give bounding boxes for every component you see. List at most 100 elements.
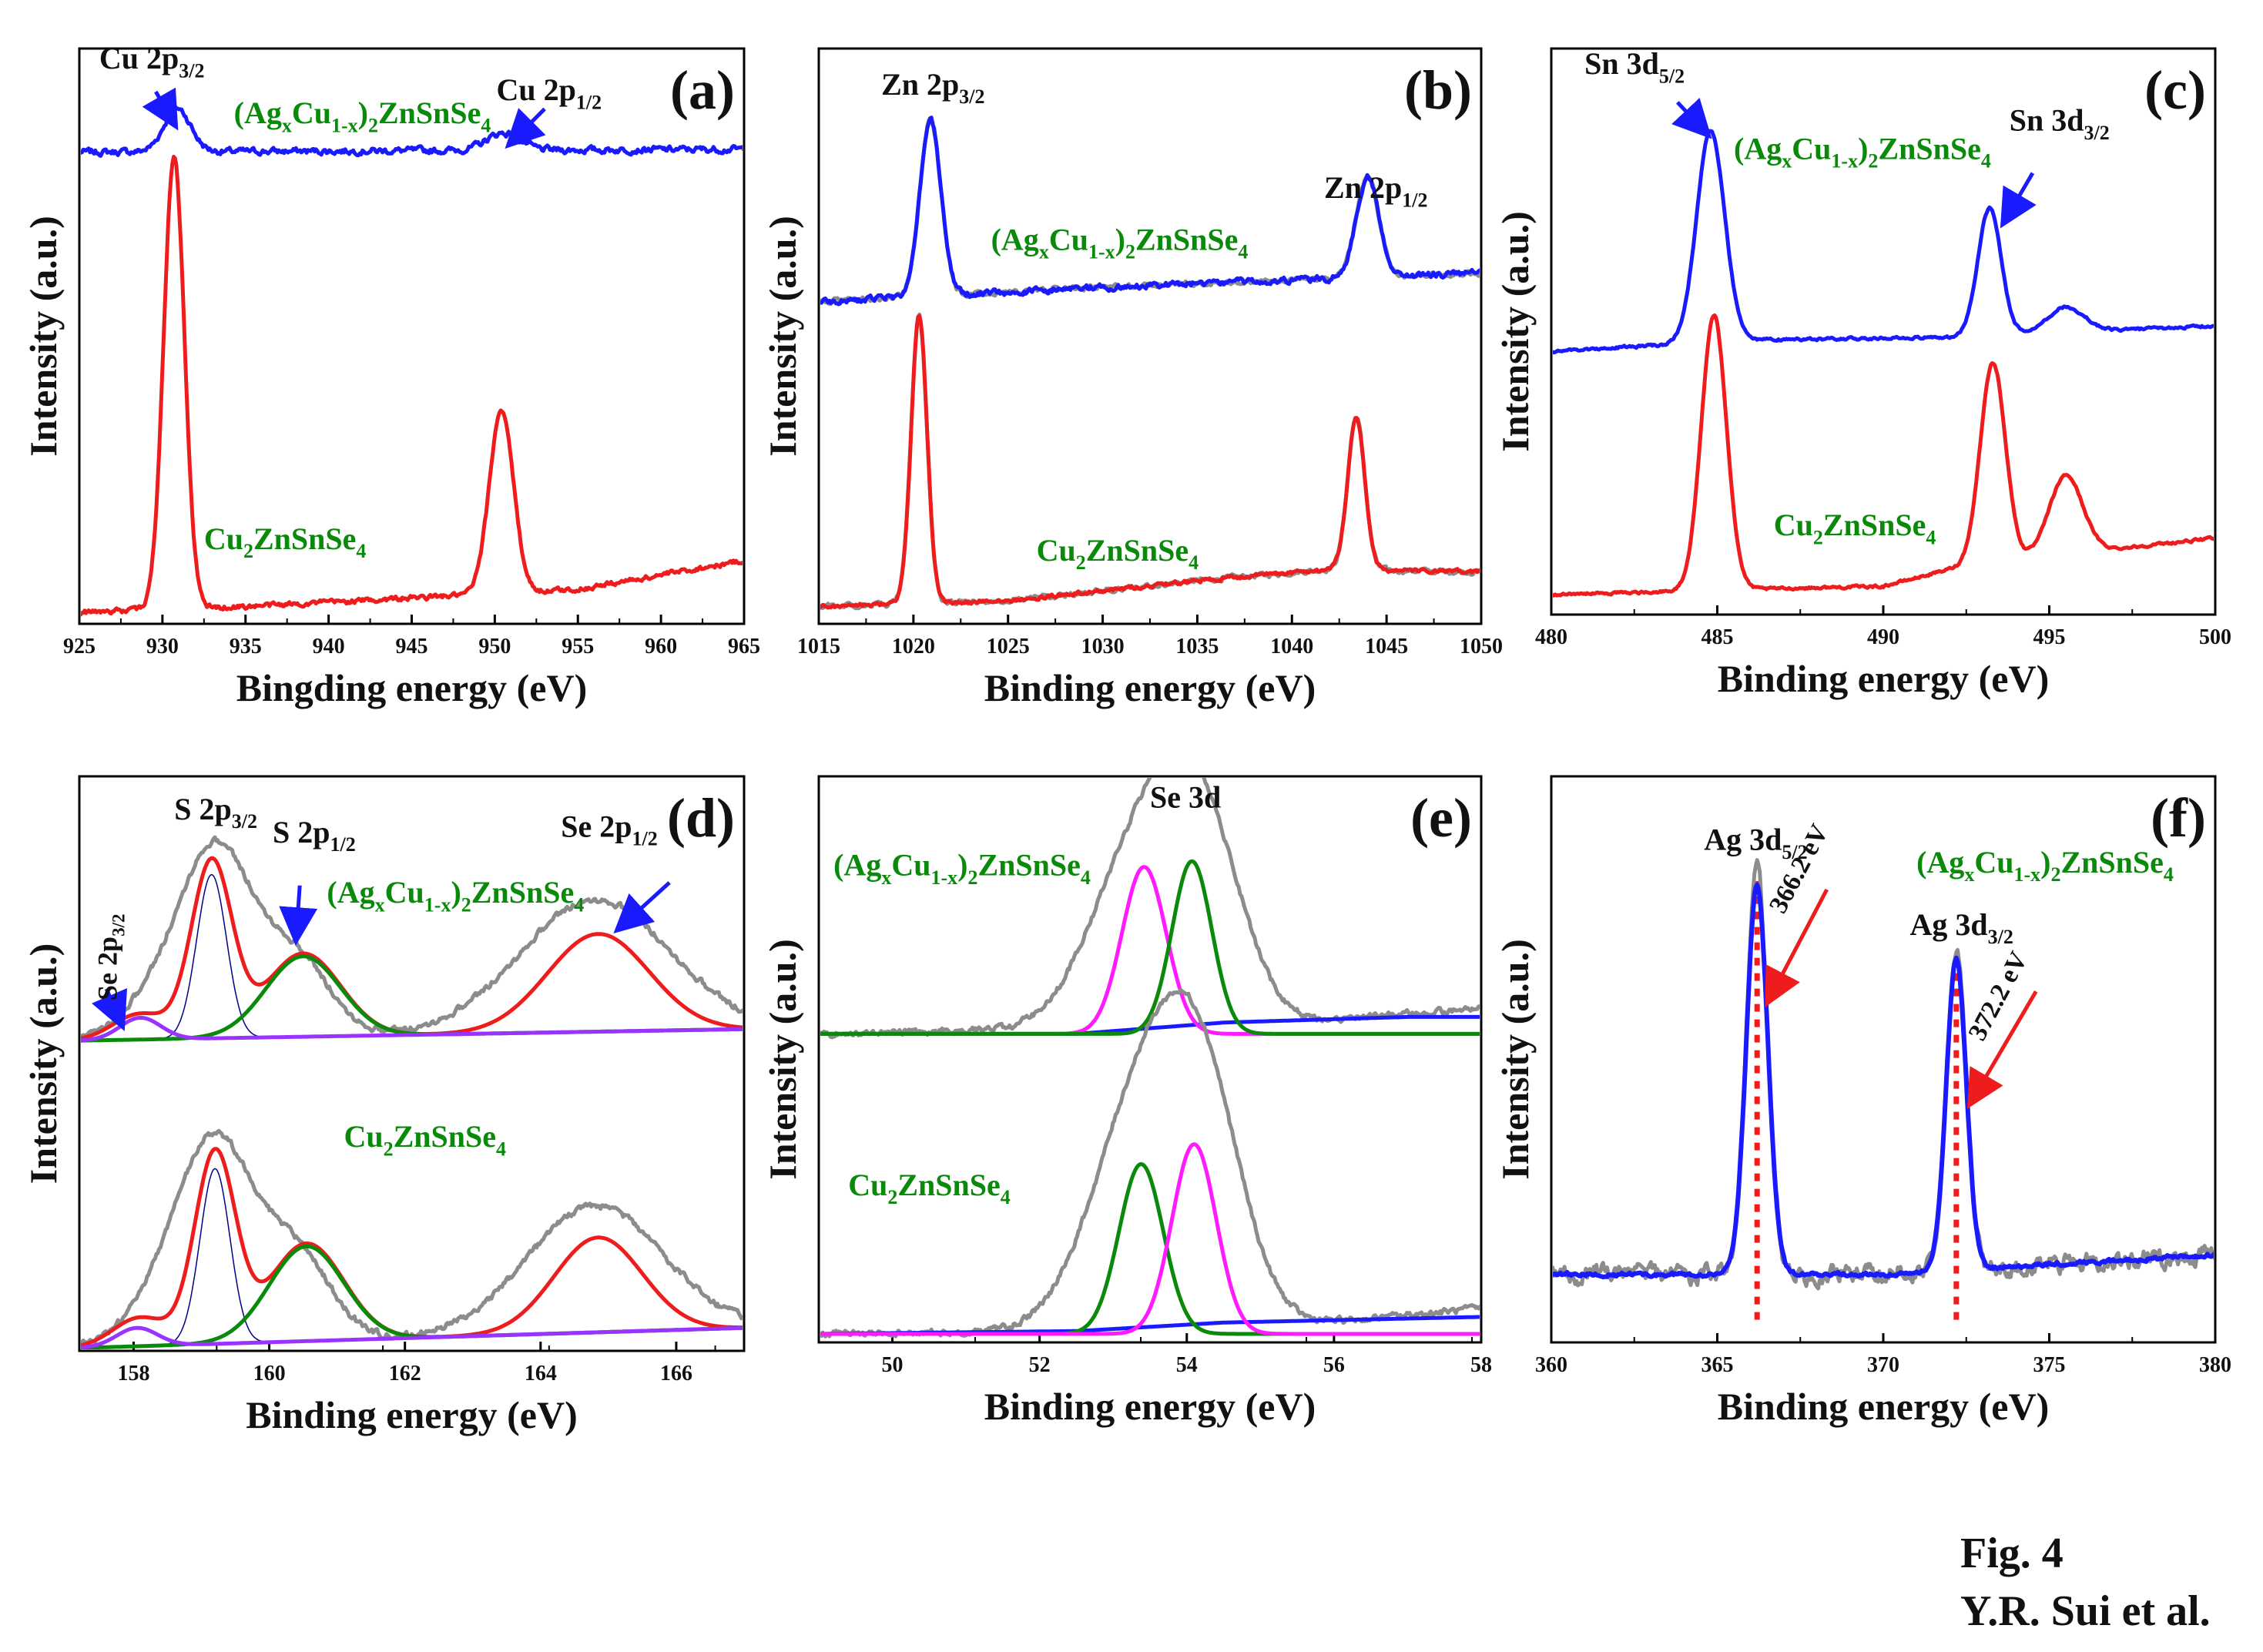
annotation-label: Zn 2p3/2 <box>881 67 984 108</box>
series-line <box>1553 882 2214 1280</box>
annotation-arrow <box>505 107 546 149</box>
series-line <box>81 1015 743 1043</box>
annotation-label: Cu 2p1/2 <box>497 72 602 113</box>
series-line <box>81 1128 743 1346</box>
annotation-label: (AgxCu1-x)2ZnSnSe4 <box>327 875 584 916</box>
series-line <box>820 116 1480 307</box>
x-tick-label: 1025 <box>987 635 1030 658</box>
x-axis-label: Binding energy (eV) <box>246 1393 578 1436</box>
x-axis-label: Binding energy (eV) <box>1718 657 2050 700</box>
figure-author: Y.R. Sui et al. <box>1960 1587 2211 1635</box>
plot-frame <box>78 47 746 625</box>
x-tick-label: 945 <box>396 635 428 658</box>
series-group <box>1553 129 2214 598</box>
series-line <box>820 313 1480 610</box>
annotation-label: S 2p1/2 <box>273 815 356 856</box>
annotation-label: Cu2ZnSnSe4 <box>848 1168 1011 1208</box>
series-line <box>820 1315 1480 1336</box>
series-line <box>820 1142 1480 1336</box>
x-axis-label: Bingding energy (eV) <box>236 666 588 709</box>
x-axis-label: Binding energy (eV) <box>1718 1385 2050 1428</box>
x-tick-label: 380 <box>2199 1353 2231 1377</box>
series-line <box>81 835 743 1040</box>
annotation-label: Se 2p1/2 <box>561 809 657 849</box>
x-tick-label: 365 <box>1701 1353 1734 1377</box>
annotation-label: S 2p3/2 <box>174 792 257 833</box>
series-line <box>820 987 1480 1339</box>
x-tick-label: 158 <box>117 1362 149 1386</box>
x-tick-label: 500 <box>2199 625 2231 649</box>
x-tick-label: 960 <box>645 635 677 658</box>
x-tick-label: 480 <box>1535 625 1567 649</box>
x-tick-label: 164 <box>525 1362 557 1386</box>
annotation-arrow <box>279 885 318 947</box>
series-group <box>820 116 1480 611</box>
x-tick-label: 1050 <box>1460 635 1503 658</box>
x-tick-label: 490 <box>1867 625 1899 649</box>
annotation-label: Cu2ZnSnSe4 <box>204 521 367 562</box>
x-tick-label: 925 <box>63 635 96 658</box>
annotation-arrow <box>1765 888 1829 1007</box>
annotation-label: (AgxCu1-x)2ZnSnSe4 <box>234 96 491 136</box>
x-tick-label: 940 <box>313 635 345 658</box>
annotation-label: (AgxCu1-x)2ZnSnSe4 <box>1916 845 2174 886</box>
y-axis-label: Intensity (a.u.) <box>1494 211 1537 452</box>
x-tick-label: 955 <box>562 635 594 658</box>
annotation-label: (AgxCu1-x)2ZnSnSe4 <box>1734 131 1991 172</box>
annotation-arrow <box>92 988 128 1031</box>
series-line <box>81 1147 743 1348</box>
annotation-label: Cu2ZnSnSe4 <box>1037 533 1199 574</box>
series-line <box>81 104 743 158</box>
x-tick-label: 1015 <box>797 635 840 658</box>
series-line <box>1553 858 2214 1291</box>
y-axis-label: Intensity (a.u.) <box>761 216 804 457</box>
annotation-label: Cu 2p3/2 <box>99 41 205 82</box>
x-tick-label: 375 <box>2033 1353 2066 1377</box>
annotation-label: (AgxCu1-x)2ZnSnSe4 <box>991 222 1249 263</box>
series-group <box>820 778 1480 1339</box>
figure-caption: Fig. 4 <box>1960 1530 2064 1577</box>
panel-label: (c) <box>2144 59 2206 121</box>
x-tick-label: 160 <box>253 1362 286 1386</box>
panel-label: (e) <box>1410 787 1472 849</box>
panel-label: (a) <box>670 59 735 121</box>
x-tick-label: 1020 <box>892 635 935 658</box>
x-tick-label: 485 <box>1701 625 1734 649</box>
series-line <box>820 859 1480 1036</box>
x-tick-label: 360 <box>1535 1353 1567 1377</box>
x-tick-label: 370 <box>1867 1353 1899 1377</box>
panel-d: 158 160 162 164 166 Binding energy (eV) Intens… <box>22 775 746 1436</box>
panel-f: 360 365 370 375 380 Binding energy (eV) Intens… <box>1494 775 2231 1428</box>
x-tick-label: 1035 <box>1175 635 1219 658</box>
panel-label: (d) <box>667 787 735 849</box>
x-tick-label: 56 <box>1323 1353 1345 1377</box>
series-line <box>820 865 1480 1036</box>
x-tick-label: 58 <box>1470 1353 1492 1377</box>
x-axis-label: Binding energy (eV) <box>984 666 1316 709</box>
annotation-label: Ag 3d3/2 <box>1909 907 2013 948</box>
panel-c: 480 485 490 495 500 Binding energy (eV) Intens… <box>1494 46 2231 700</box>
annotation-label: Ag 3d5/2 <box>1704 823 1807 863</box>
y-axis-label: Intensity (a.u.) <box>761 939 804 1180</box>
x-tick-label: 935 <box>230 635 262 658</box>
x-tick-label: 950 <box>478 635 511 658</box>
panel-label: (b) <box>1404 59 1472 121</box>
annotation-arrow <box>1671 97 1712 139</box>
series-line <box>81 1325 743 1349</box>
x-tick-label: 166 <box>660 1362 692 1386</box>
annotation-arrow <box>142 87 179 131</box>
x-tick-label: 1040 <box>1270 635 1313 658</box>
series-group <box>81 835 743 1349</box>
annotation-arrow <box>2000 172 2037 229</box>
y-axis-label: Intensity (a.u.) <box>22 216 65 457</box>
annotation-label: Sn 3d3/2 <box>2010 103 2110 144</box>
x-tick-label: 965 <box>728 635 760 658</box>
x-tick-label: 52 <box>1029 1353 1051 1377</box>
annotation-label: (AgxCu1-x)2ZnSnSe4 <box>833 848 1091 889</box>
series-line <box>1553 313 2214 598</box>
panel-a: 925 930 935 940 945 950 955 960 965 Bingding ener… <box>22 41 760 709</box>
x-axis-label: Binding energy (eV) <box>984 1385 1316 1428</box>
x-tick-label: 50 <box>882 1353 904 1377</box>
annotation-label: Zn 2p1/2 <box>1324 170 1427 211</box>
